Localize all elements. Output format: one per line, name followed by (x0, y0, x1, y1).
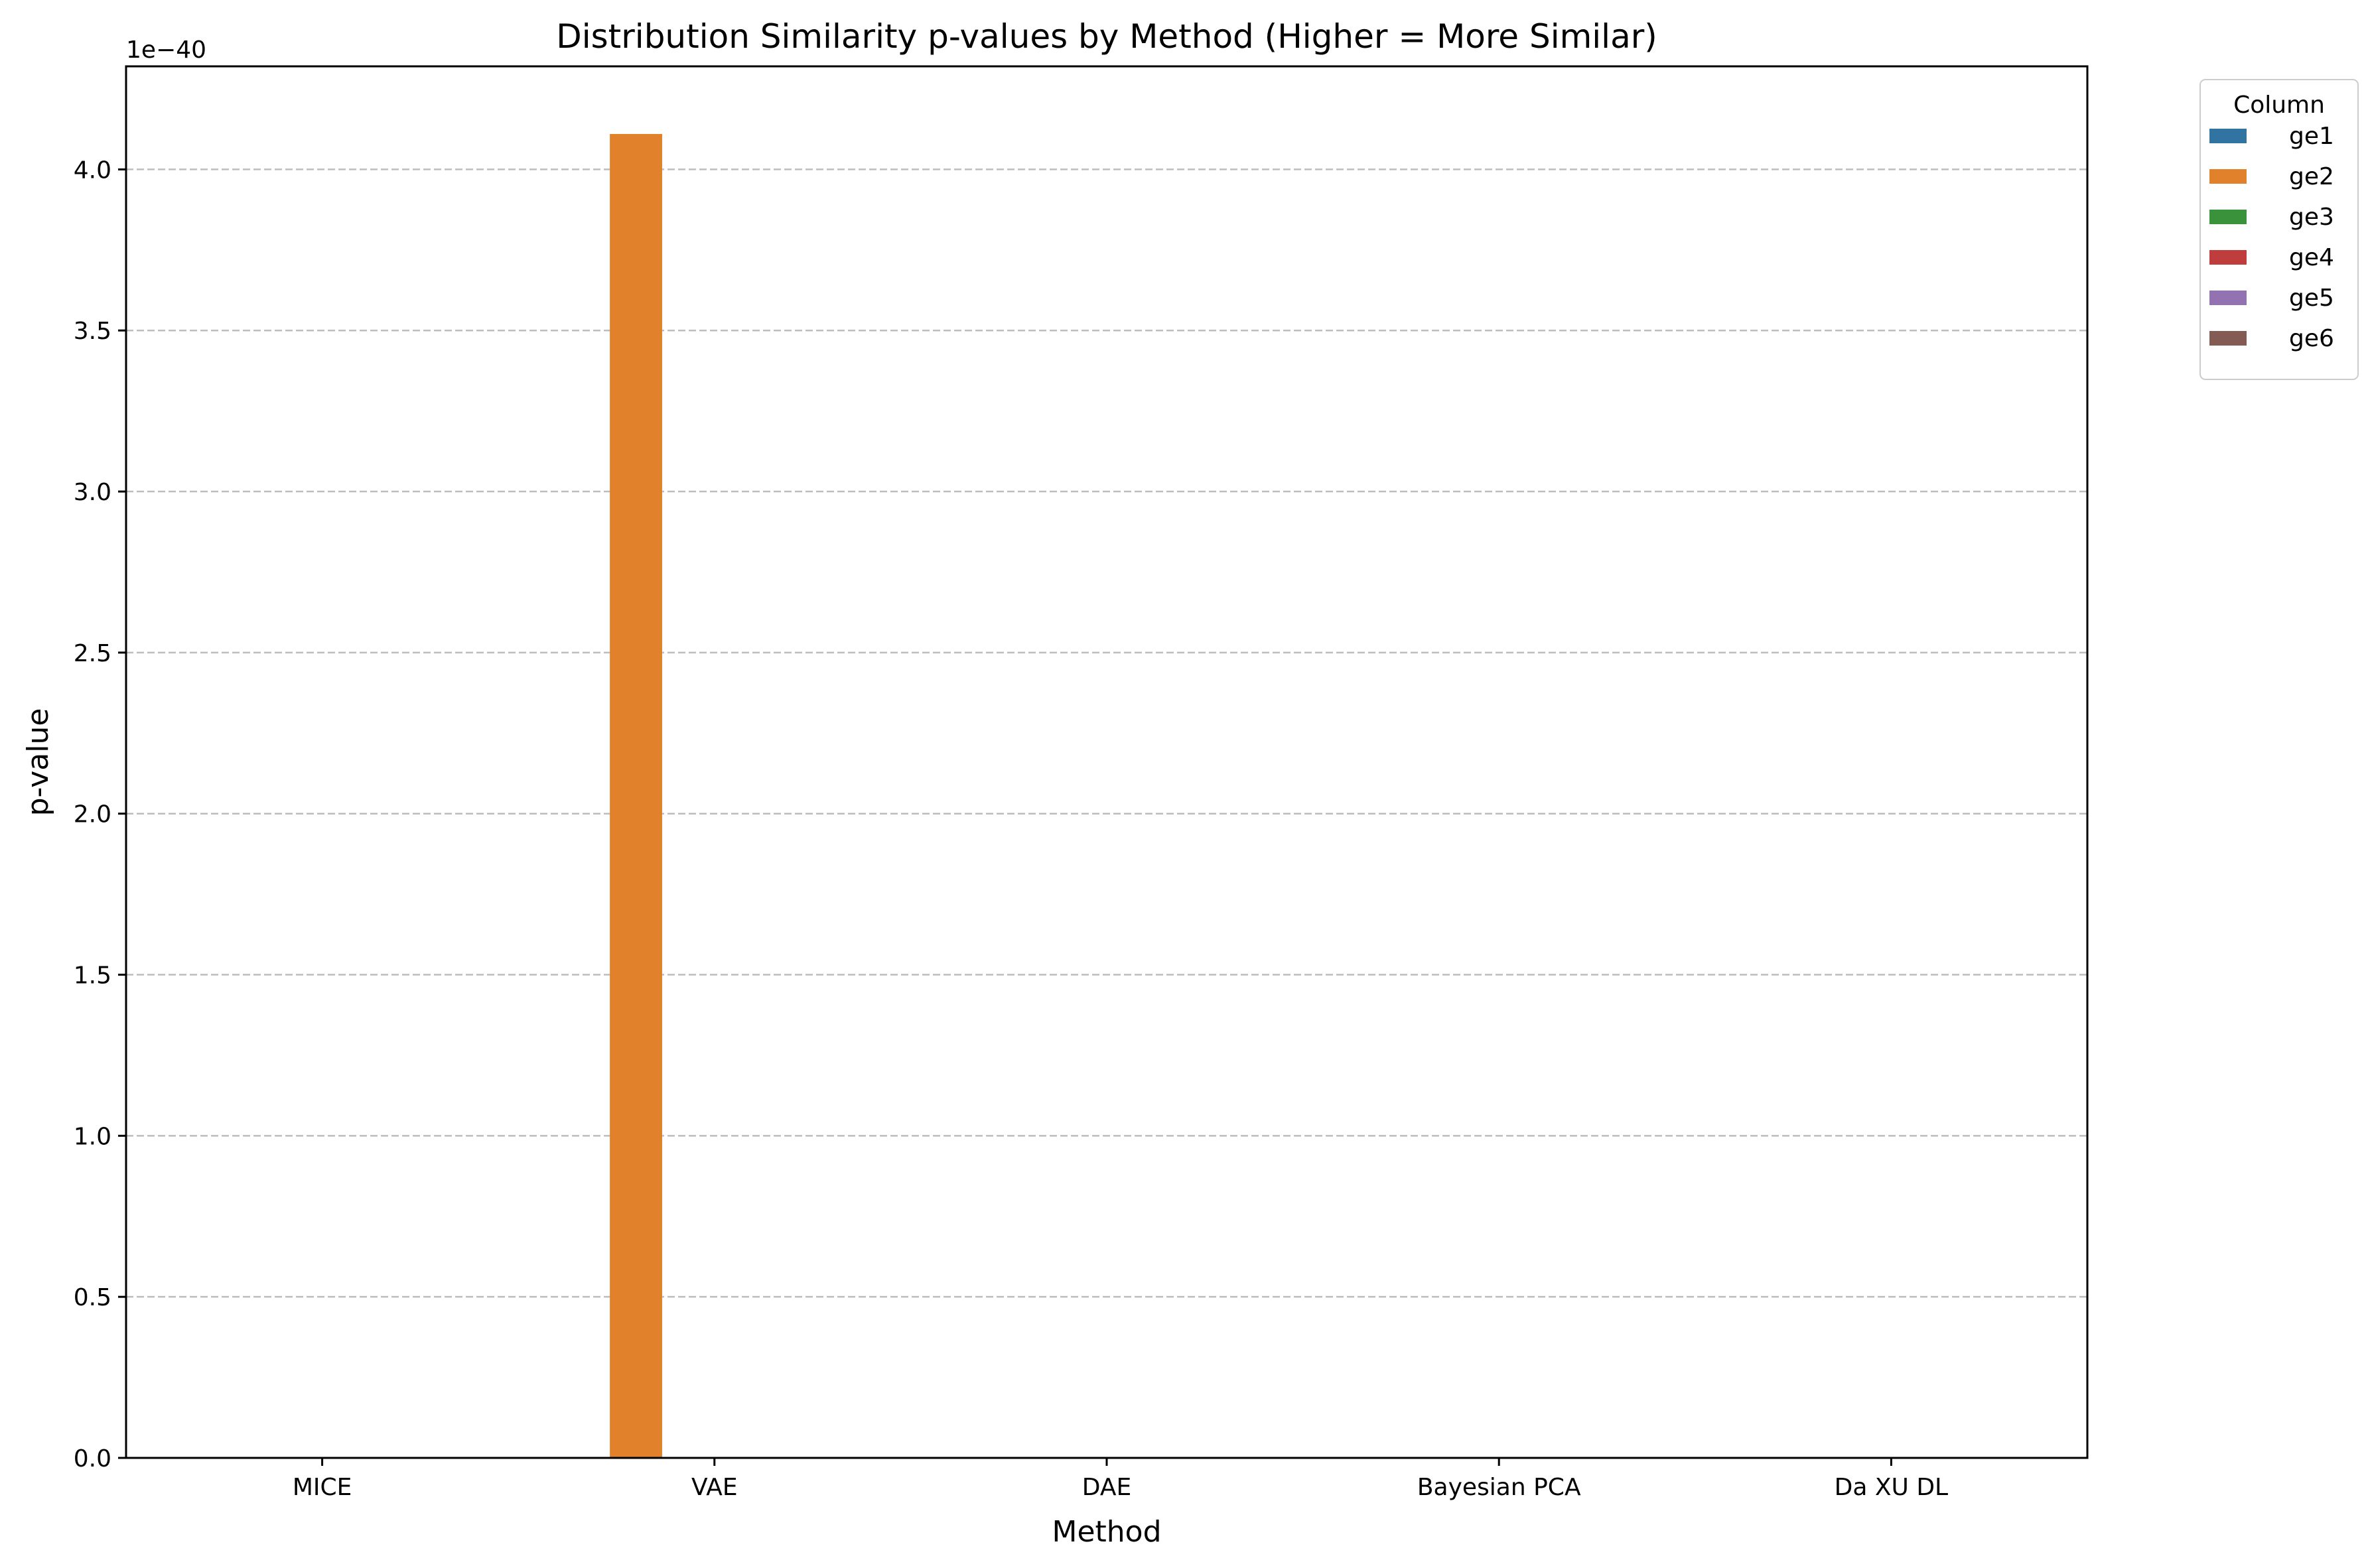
legend-title: Column (2233, 92, 2325, 119)
legend-label: ge4 (2289, 244, 2334, 271)
legend: Column ge1 ge2 ge3 ge4 ge5 ge6 (2199, 79, 2359, 380)
y-tick-label: 3.0 (74, 479, 111, 506)
x-axis-ticks: MICE VAE DAE Bayesian PCA Da XU DL (293, 1458, 1948, 1501)
chart-title: Distribution Similarity p-values by Meth… (556, 17, 1657, 56)
y-axis-ticks: 0.0 0.5 1.0 1.5 2.0 2.5 3.0 3.5 4.0 (74, 157, 126, 1472)
y-tick-label: 0.5 (74, 1284, 111, 1311)
legend-swatch (2209, 331, 2247, 346)
y-tick-label: 1.5 (74, 962, 111, 990)
bar (610, 133, 662, 1459)
y-tick-label: 1.0 (74, 1123, 111, 1150)
y-tick-label: 0.0 (74, 1445, 111, 1472)
y-tick-label: 3.5 (74, 318, 111, 345)
legend-label: ge2 (2289, 163, 2334, 190)
x-tick-label: Da XU DL (1835, 1474, 1948, 1501)
y-tick-label: 4.0 (74, 157, 111, 184)
legend-label: ge5 (2289, 285, 2334, 312)
legend-swatch (2209, 291, 2247, 305)
y-axis-label: p-value (21, 708, 55, 817)
legend-swatch (2209, 169, 2247, 184)
x-tick-label: DAE (1082, 1474, 1131, 1501)
x-axis-label: Method (1052, 1515, 1161, 1549)
grid-lines (126, 168, 2087, 1298)
legend-label: ge3 (2289, 204, 2334, 231)
x-tick-label: MICE (293, 1474, 352, 1501)
legend-swatch (2209, 250, 2247, 265)
legend-label: ge1 (2289, 123, 2334, 150)
legend-swatch (2209, 129, 2247, 143)
y-tick-label: 2.0 (74, 801, 111, 828)
legend-label: ge6 (2289, 325, 2334, 352)
y-axis-offset-label: 1e−40 (126, 36, 206, 64)
x-tick-label: Bayesian PCA (1417, 1474, 1581, 1501)
y-tick-label: 2.5 (74, 640, 111, 667)
legend-items: ge1 ge2 ge3 ge4 ge5 ge6 (2209, 123, 2334, 352)
legend-swatch (2209, 210, 2247, 224)
x-tick-label: VAE (691, 1474, 738, 1501)
bars (610, 133, 662, 1459)
